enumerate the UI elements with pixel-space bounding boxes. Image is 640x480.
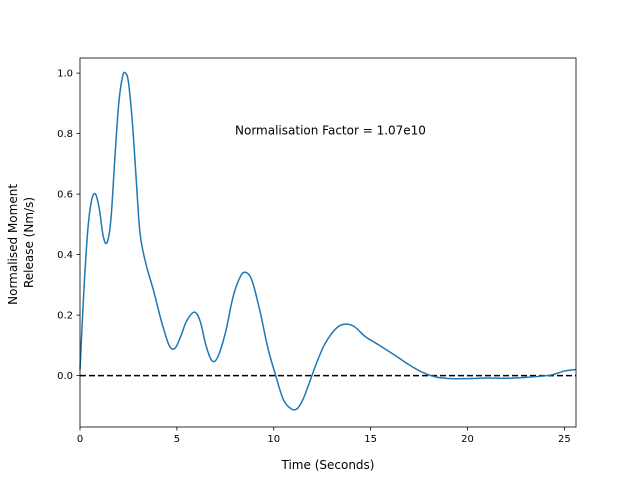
normalisation-annotation: Normalisation Factor = 1.07e10: [235, 124, 426, 138]
y-tick-label: 0.6: [57, 190, 73, 201]
y-tick-label: 0.4: [57, 250, 73, 261]
x-tick-label: 0: [77, 434, 83, 445]
axes-frame: [79, 57, 577, 428]
x-tick-label: 15: [364, 434, 377, 445]
x-tick-label: 10: [267, 434, 280, 445]
y-tick-label: 0.0: [57, 371, 73, 382]
x-tick-label: 20: [461, 434, 474, 445]
moment-release-series-line: [79, 71, 577, 411]
plot-area: [79, 71, 577, 411]
y-tick-label: 0.2: [57, 311, 73, 322]
x-tick-label: 25: [558, 434, 571, 445]
y-axis-label: Normalised Moment Release (Nm/s): [6, 180, 36, 305]
y-tick-label: 0.8: [57, 129, 73, 140]
x-axis-label: Time (Seconds): [281, 458, 375, 472]
y-axis-label-line-1: Normalised Moment: [6, 184, 20, 305]
y-axis-label-line-2: Release (Nm/s): [22, 197, 36, 288]
axis-ticks: 0 5 10 15 20 25 0.0 0.2 0.4 0.6 0.8 1.0: [57, 69, 571, 445]
y-tick-label: 1.0: [57, 69, 73, 80]
x-tick-label: 5: [174, 434, 180, 445]
